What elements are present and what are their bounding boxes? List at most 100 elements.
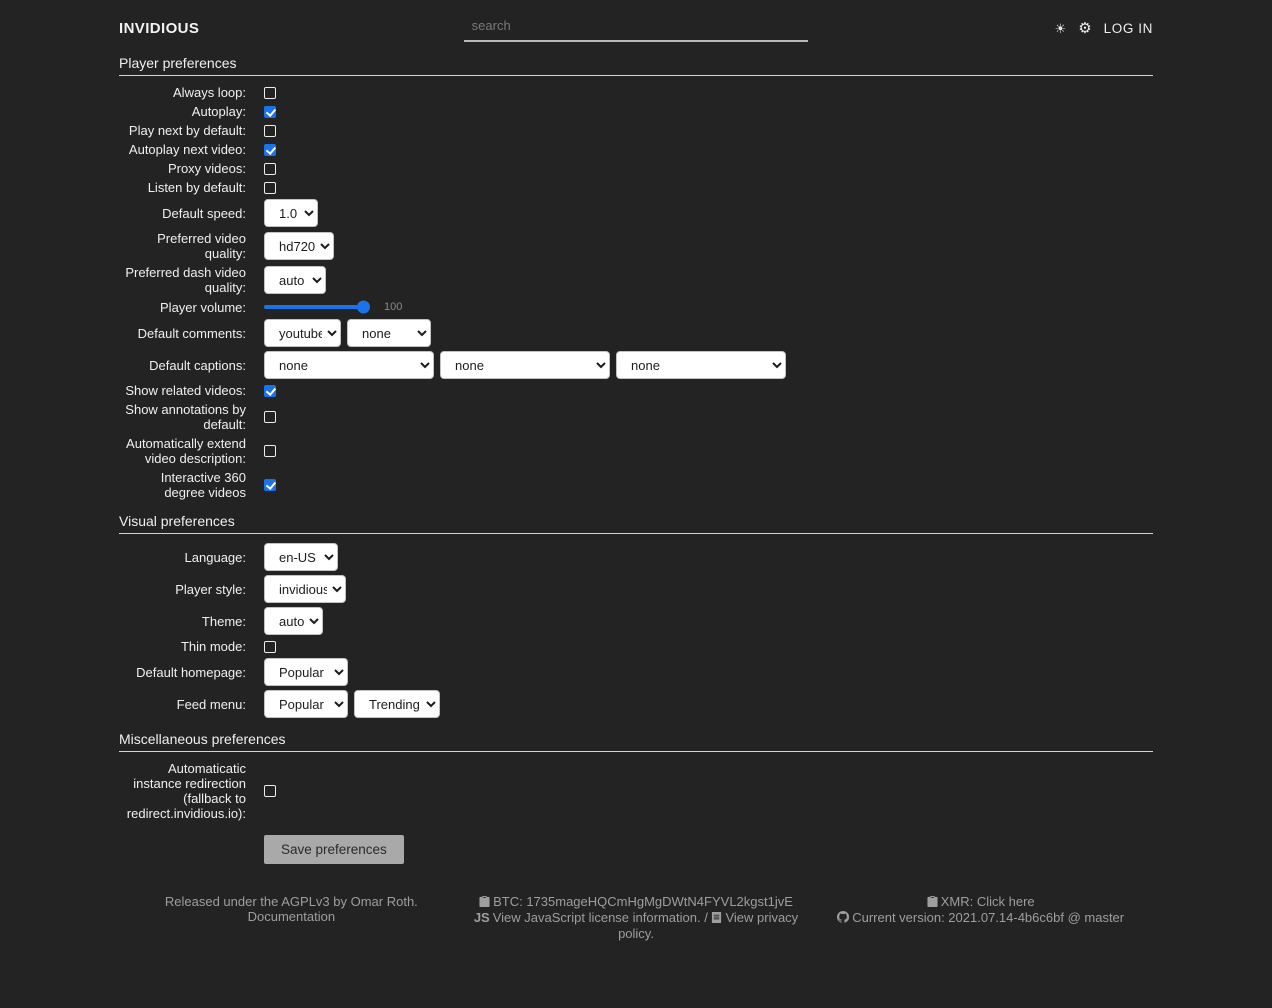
play-next-by-default-checkbox[interactable] [264,124,276,137]
theme-select[interactable]: auto [264,607,323,635]
pref-label: Always loop: [173,85,246,100]
pref-row: Language: en-US [119,543,1153,571]
gear-icon[interactable]: ⚙ [1078,19,1092,37]
section-title-misc: Miscellaneous preferences [119,731,286,747]
search-input[interactable] [463,14,809,42]
listen-by-default-checkbox[interactable] [264,181,276,194]
autoplay-checkbox[interactable] [264,105,276,118]
pref-row: Theme: auto [119,607,1153,635]
save-row: Save preferences [119,835,1153,864]
pref-row: Autoplay next video: [119,142,1153,157]
document-icon [711,911,722,926]
pref-label: Language: [184,549,246,565]
language-select[interactable]: en-US [264,543,338,571]
pref-label: Proxy videos: [167,161,246,176]
pref-row: Automatically extend video description: [119,436,1153,466]
pref-row: Default homepage: Popular [119,658,1153,686]
pref-row: Show related videos: [119,383,1153,398]
footer-license-column: Released under the AGPLv3 by Omar Roth. … [119,894,464,941]
section-title-visual: Visual preferences [119,513,235,529]
pref-label: Automaticatic instance redirection (fall… [126,761,246,821]
default-captions-select-1[interactable]: none [264,351,434,379]
search-form [463,14,809,42]
default-speed-select[interactable]: 1.0 [264,199,318,227]
github-icon [837,910,850,926]
clipboard-icon[interactable] [927,895,938,910]
pref-row: Preferred video quality: hd720 [119,231,1153,261]
sun-icon[interactable]: ☀ [1054,20,1067,36]
default-captions-select-2[interactable]: none [440,351,610,379]
xmr-link[interactable]: XMR: Click here [940,894,1035,909]
navbar-search [463,14,809,42]
pref-row: Player style: invidious [119,575,1153,603]
pref-label: Player style: [175,581,246,597]
pref-label: Default captions: [149,357,246,373]
player-volume-slider[interactable] [264,300,370,314]
pref-row: Default captions: none none none [119,351,1153,379]
player-style-select[interactable]: invidious [264,575,346,603]
slider-thumb[interactable] [357,300,370,314]
player-volume-value: 100 [384,301,403,313]
pref-label: Autoplay next video: [128,142,246,157]
pref-label: Default speed: [162,205,246,221]
pref-label: Preferred video quality: [157,231,246,261]
section-divider [119,75,1153,76]
extend-description-checkbox[interactable] [264,445,276,457]
preferred-video-quality-select[interactable]: hd720 [264,232,334,260]
btc-address: BTC: 1735mageHQCmHgMgDWtN4FYVL2kgst1jvE [493,894,793,909]
version-text: Current version: 2021.07.14-4b6c6bf @ ma… [852,910,1125,925]
default-comments-select-2[interactable]: none [347,319,431,347]
clipboard-icon[interactable] [479,895,490,910]
invidious-logo[interactable]: INVIDIOUS [119,19,200,37]
pref-label: Preferred dash video quality: [125,265,246,295]
interactive-360-checkbox[interactable] [264,479,276,491]
proxy-videos-checkbox[interactable] [264,162,276,175]
pref-label: Automatically extend video description: [126,436,246,466]
pref-row: Autoplay: [119,104,1153,119]
show-related-videos-checkbox[interactable] [264,384,276,397]
pref-label: Default comments: [137,325,246,341]
top-navbar: INVIDIOUS ☀ ⚙ LOG IN [119,0,1153,42]
pref-row: Feed menu: Popular Trending [119,690,1153,718]
footer-license-text: Released under the AGPLv3 by Omar Roth. [164,894,418,909]
js-icon: JS [473,910,490,925]
default-homepage-select[interactable]: Popular [264,658,348,686]
privacy-policy-link[interactable]: View privacy policy. [618,910,799,941]
footer-separator: / [704,910,708,925]
javascript-license-link[interactable]: View JavaScript license information. [492,910,701,925]
documentation-link[interactable]: Documentation [247,909,336,924]
feed-menu-select-1[interactable]: Popular [264,690,348,718]
instance-redirect-checkbox[interactable] [264,785,276,797]
pref-label: Autoplay: [191,104,246,119]
pref-label: Show related videos: [125,383,246,398]
pref-row: Always loop: [119,85,1153,100]
section-divider [119,751,1153,752]
preferred-dash-quality-select[interactable]: auto [264,266,326,294]
footer-version-column: XMR: Click here Current version: 2021.07… [808,894,1153,941]
pref-row: Preferred dash video quality: auto [119,265,1153,295]
default-captions-select-3[interactable]: none [616,351,786,379]
pref-row: Show annotations by default: [119,402,1153,432]
pref-row: Listen by default: [119,180,1153,195]
pref-label: Interactive 360 degree videos [160,470,246,500]
pref-label: Theme: [201,613,246,629]
login-link[interactable]: LOG IN [1103,20,1154,36]
pref-row: Play next by default: [119,123,1153,138]
pref-row: Thin mode: [119,639,1153,654]
pref-label: Thin mode: [180,639,246,654]
pref-row: Interactive 360 degree videos [119,470,1153,500]
default-comments-select-1[interactable]: youtube [264,319,341,347]
page-container: INVIDIOUS ☀ ⚙ LOG IN Player preferences … [119,0,1153,959]
navbar-right: ☀ ⚙ LOG IN [808,21,1153,36]
section-divider [119,533,1153,534]
autoplay-next-video-checkbox[interactable] [264,143,276,156]
show-annotations-checkbox[interactable] [264,411,276,423]
pref-label: Default homepage: [136,664,246,680]
pref-label: Feed menu: [176,696,246,712]
save-preferences-button[interactable]: Save preferences [264,835,404,864]
always-loop-checkbox[interactable] [264,86,276,99]
thin-mode-checkbox[interactable] [264,640,276,653]
pref-row: Player volume: 100 [119,299,1153,315]
feed-menu-select-2[interactable]: Trending [354,690,440,718]
footer: Released under the AGPLv3 by Omar Roth. … [119,894,1153,959]
